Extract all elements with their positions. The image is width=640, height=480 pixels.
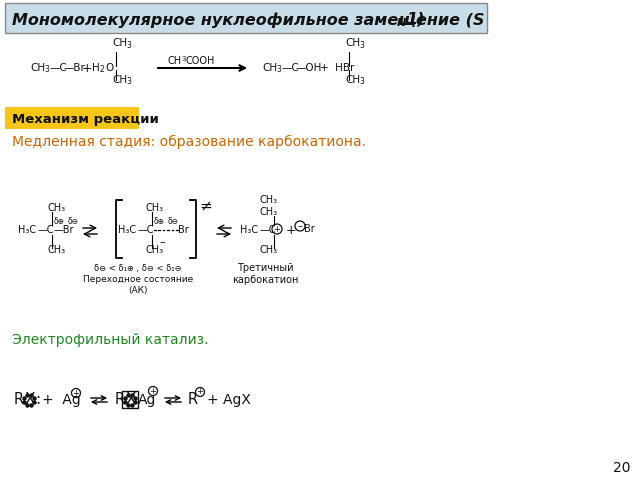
Text: 3: 3 xyxy=(126,77,131,86)
Text: H: H xyxy=(92,63,100,73)
Text: CH₃: CH₃ xyxy=(260,245,278,255)
Text: Ag: Ag xyxy=(138,393,156,407)
Text: Третичный: Третичный xyxy=(237,263,293,273)
Text: –: – xyxy=(159,237,165,247)
Text: CH: CH xyxy=(30,63,45,73)
Text: δ⊖ < δ₁⊕ , δ⊖ < δ₁⊖: δ⊖ < δ₁⊕ , δ⊖ < δ₁⊖ xyxy=(94,264,182,273)
Text: Медленная стадия: образование карбокатиона.: Медленная стадия: образование карбокатио… xyxy=(12,135,366,149)
Text: X: X xyxy=(25,393,35,408)
Text: Br: Br xyxy=(304,224,315,234)
Text: R: R xyxy=(14,393,24,408)
Text: —Br: —Br xyxy=(54,225,74,235)
Text: 3: 3 xyxy=(359,77,364,86)
Text: +  Ag: + Ag xyxy=(42,393,81,407)
Text: H₃C: H₃C xyxy=(18,225,36,235)
Text: N: N xyxy=(397,18,406,28)
Text: CH: CH xyxy=(262,63,277,73)
Text: CH₃: CH₃ xyxy=(146,203,164,213)
Text: Механизм реакции: Механизм реакции xyxy=(12,113,159,127)
Text: :: : xyxy=(35,393,40,408)
Text: CH: CH xyxy=(345,75,360,85)
Text: CH: CH xyxy=(112,38,127,48)
Text: CH₃: CH₃ xyxy=(260,195,278,205)
Text: —C: —C xyxy=(138,225,154,235)
Text: —Br: —Br xyxy=(64,63,86,73)
Text: Электрофильный катализ.: Электрофильный катализ. xyxy=(12,333,209,347)
Text: 3: 3 xyxy=(44,65,49,74)
Text: —C: —C xyxy=(38,225,54,235)
Text: +: + xyxy=(196,387,204,396)
Text: –: – xyxy=(298,221,303,231)
Text: δ⊕: δ⊕ xyxy=(154,217,165,227)
Text: +: + xyxy=(273,225,280,233)
Text: 2: 2 xyxy=(100,65,105,74)
Text: 3: 3 xyxy=(181,56,186,62)
Text: + AgX: + AgX xyxy=(207,393,251,407)
Text: Br: Br xyxy=(178,225,189,235)
Text: —OH: —OH xyxy=(296,63,323,73)
Text: CH₃: CH₃ xyxy=(48,203,66,213)
Text: R: R xyxy=(115,393,125,408)
FancyBboxPatch shape xyxy=(5,107,139,129)
Text: —C: —C xyxy=(50,63,68,73)
FancyBboxPatch shape xyxy=(5,3,487,33)
Bar xyxy=(122,391,138,408)
Text: CH₃: CH₃ xyxy=(260,207,278,217)
Text: ≠: ≠ xyxy=(199,199,212,214)
Text: 3: 3 xyxy=(126,41,131,50)
Text: 1): 1) xyxy=(406,12,424,26)
Text: (АК): (АК) xyxy=(128,287,148,296)
Text: CH: CH xyxy=(112,75,127,85)
Text: +: + xyxy=(72,388,79,397)
Text: —C: —C xyxy=(282,63,300,73)
Text: +  HBr: + HBr xyxy=(320,63,355,73)
Text: —C: —C xyxy=(260,225,276,235)
Text: 3: 3 xyxy=(276,65,281,74)
Text: R: R xyxy=(188,393,198,408)
Text: +: + xyxy=(82,61,93,74)
Text: CH: CH xyxy=(345,38,360,48)
Text: карбокатион: карбокатион xyxy=(232,275,298,285)
Text: CH₃: CH₃ xyxy=(146,245,164,255)
Text: O: O xyxy=(105,63,113,73)
Text: COOH: COOH xyxy=(186,56,216,66)
Text: CH₃: CH₃ xyxy=(48,245,66,255)
Text: H₃C: H₃C xyxy=(118,225,136,235)
Text: 3: 3 xyxy=(359,41,364,50)
Text: δ⊖: δ⊖ xyxy=(68,217,79,227)
Text: Мономолекулярное нуклеофильное замещение (S: Мономолекулярное нуклеофильное замещение… xyxy=(12,12,484,28)
Text: δ⊖: δ⊖ xyxy=(168,217,179,227)
Text: H₃C: H₃C xyxy=(240,225,258,235)
Text: 20: 20 xyxy=(613,461,631,475)
Text: X: X xyxy=(126,393,136,408)
Text: CH: CH xyxy=(168,56,182,66)
Text: δ⊕: δ⊕ xyxy=(54,217,65,227)
Text: +: + xyxy=(150,386,156,396)
Text: Переходное состояние: Переходное состояние xyxy=(83,276,193,285)
Text: +: + xyxy=(286,224,296,237)
